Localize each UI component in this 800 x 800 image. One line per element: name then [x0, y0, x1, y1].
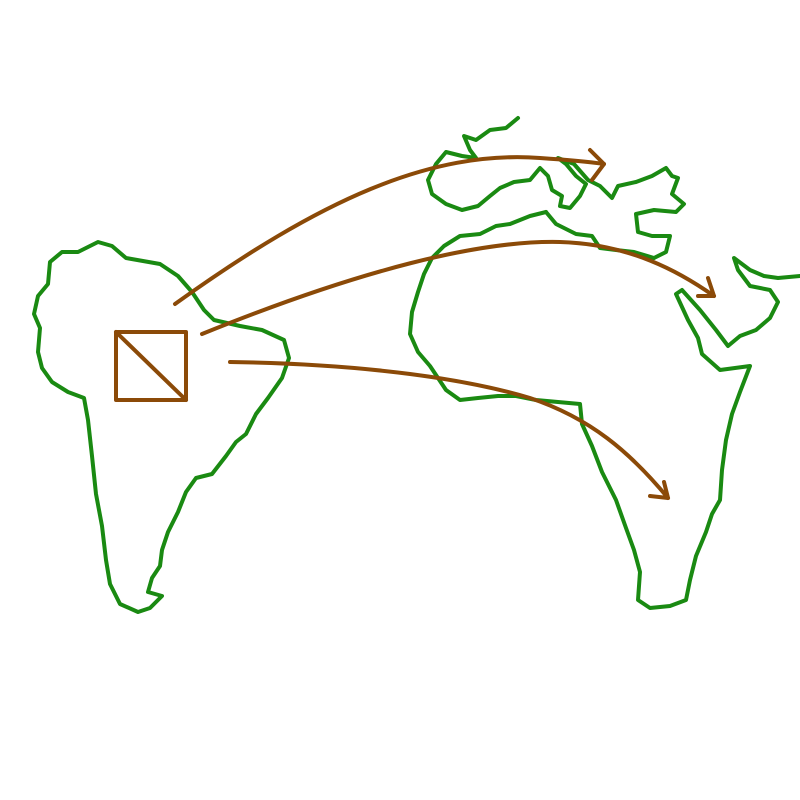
- flow-arrowhead-europe: [588, 148, 606, 182]
- flow-arrowhead-africa: [648, 480, 670, 500]
- source-marker-diagonal: [114, 330, 188, 402]
- flow-arrow-to-arabia: [200, 239, 716, 336]
- box-with-diagonal-icon: [114, 330, 188, 402]
- source-marker-box: [114, 330, 188, 402]
- flow-arrow-to-europe: [173, 155, 606, 306]
- mediterranean-south-coast: [544, 210, 656, 260]
- flow-arrowhead-arabia: [696, 276, 716, 298]
- flow-arrow-to-africa: [228, 360, 670, 500]
- europe-outline: [426, 116, 686, 260]
- south-america-outline: [32, 240, 291, 614]
- africa-outline: [408, 210, 800, 610]
